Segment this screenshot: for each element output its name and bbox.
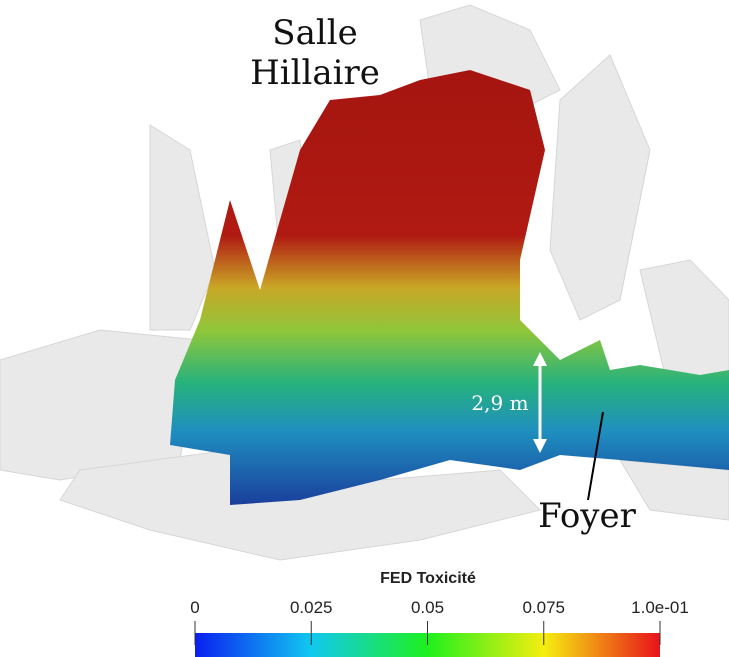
room-label: Salle [272,13,357,53]
colorbar-title: FED Toxicité [380,570,476,587]
leader-line [587,411,604,501]
height-label: 2,9 m [471,391,528,415]
room-label: Hillaire [250,53,380,93]
tick-label: 1.0e-01 [631,598,689,617]
fire-label: Foyer [538,496,637,536]
tick-label: 0 [190,598,199,617]
height-arrow [533,352,547,453]
tick-label: 0.025 [290,598,333,617]
tick-label: 0.05 [411,598,444,617]
tick-label: 0.075 [522,598,565,617]
toxicity-field [170,70,729,505]
